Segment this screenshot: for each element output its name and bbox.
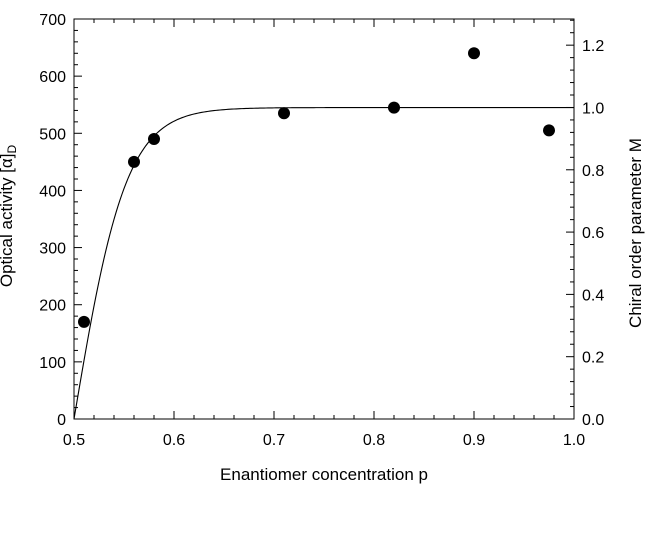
data-point	[543, 124, 555, 137]
y-right-tick-label: 0.4	[582, 287, 604, 304]
data-point	[388, 101, 400, 114]
data-point	[468, 47, 480, 60]
y-left-tick-label: 100	[39, 355, 66, 372]
y-left-tick-label: 200	[39, 298, 66, 315]
x-tick-label: 0.9	[463, 432, 485, 449]
x-tick-label: 0.5	[63, 432, 85, 449]
y-axis-left-title: Optical activity [α]D	[0, 145, 19, 288]
ticks	[73, 18, 575, 420]
y-right-tick-label: 0.6	[582, 225, 604, 242]
fit-curve	[73, 107, 574, 420]
tick-labels: 0.5 0.6 0.7 0.8 0.9 1.0 0 100 200 300 400 500 600 700…	[39, 12, 604, 449]
data-point	[78, 315, 90, 328]
x-tick-label: 0.7	[263, 432, 285, 449]
y-right-tick-label: 0.2	[582, 350, 604, 367]
data-point	[278, 107, 290, 120]
plot-frame	[73, 18, 575, 420]
y-right-tick-label: 1.2	[582, 38, 604, 55]
x-tick-label: 1.0	[563, 432, 585, 449]
y-axis-right-title: Chiral order parameter M	[626, 138, 645, 328]
y-right-tick-label: 0.8	[582, 163, 604, 180]
y-right-tick-label: 0.0	[582, 412, 604, 429]
x-tick-label: 0.6	[163, 432, 185, 449]
y-left-tick-label: 700	[39, 12, 66, 29]
data-point	[148, 133, 160, 145]
y-left-tick-label: 300	[39, 241, 66, 258]
y-left-tick-label: 0	[57, 412, 66, 429]
x-tick-label: 0.8	[363, 432, 385, 449]
y-left-tick-label: 600	[39, 69, 66, 86]
data-point	[128, 155, 140, 168]
y-left-tick-label: 400	[39, 183, 66, 200]
data-points	[78, 47, 555, 328]
y-left-tick-label: 500	[39, 126, 66, 143]
y-axis-left-title-subscript: D	[5, 145, 19, 154]
y-axis-left-title-main: Optical activity [α]	[0, 154, 16, 288]
x-axis-title: Enantiomer concentration p	[220, 465, 428, 484]
y-right-tick-label: 1.0	[582, 100, 604, 117]
